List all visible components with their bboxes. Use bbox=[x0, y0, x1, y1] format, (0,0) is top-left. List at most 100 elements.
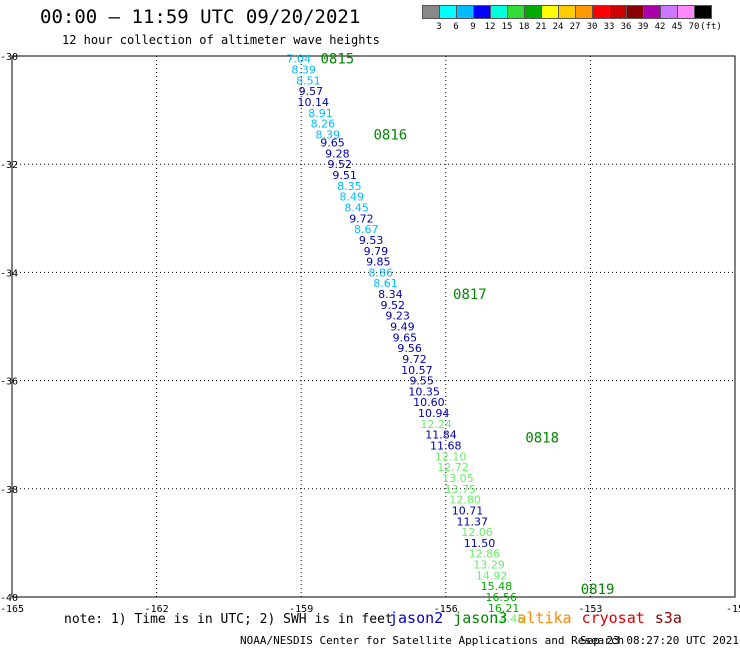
swh-value: 8.91 bbox=[308, 107, 333, 120]
y-tick-label: -40 bbox=[0, 593, 18, 604]
swh-value: 9.56 bbox=[397, 342, 422, 355]
swh-value: 9.65 bbox=[393, 331, 418, 344]
map-frame bbox=[11, 55, 736, 598]
swh-value: 11.37 bbox=[457, 515, 489, 528]
x-tick-label: -159 bbox=[289, 604, 313, 615]
swh-value: 14.92 bbox=[476, 569, 508, 582]
color-scale-label: 21 bbox=[535, 22, 547, 32]
color-scale-bar bbox=[422, 5, 712, 19]
satellite-legend: jason2 jason3 altika cryosat s3a bbox=[389, 609, 692, 627]
satellite-legend-cryosat: cryosat bbox=[581, 609, 645, 627]
swh-value: 8.45 bbox=[344, 201, 369, 214]
issue-timestamp: Sep 23 08:27:20 UTC 2021 bbox=[580, 634, 739, 647]
swh-value: 9.85 bbox=[366, 256, 391, 269]
x-tick-label: -162 bbox=[145, 604, 169, 615]
swh-value: 14.45 bbox=[493, 613, 525, 626]
satellite-legend-altika: altika bbox=[517, 609, 572, 627]
swh-value: 10.71 bbox=[452, 504, 484, 517]
y-tick-label: -36 bbox=[0, 377, 18, 388]
time-label: 0815 bbox=[320, 52, 354, 68]
color-scale-label: 9 bbox=[470, 22, 476, 32]
swh-value: 12.24 bbox=[420, 418, 452, 431]
satellite-legend-s3a: s3a bbox=[654, 609, 682, 627]
color-scale-label: 36 bbox=[620, 22, 632, 32]
swh-value: 9.79 bbox=[364, 245, 389, 258]
swh-value: 11.84 bbox=[425, 429, 457, 442]
time-label: 0819 bbox=[581, 582, 615, 598]
x-tick-label: -15 bbox=[726, 604, 740, 615]
swh-value: 11.50 bbox=[464, 537, 496, 550]
swh-value: 10.60 bbox=[413, 396, 445, 409]
satellite-legend-jason3: jason3 bbox=[453, 609, 508, 627]
swh-value: 16.56 bbox=[485, 591, 517, 604]
time-label: 0817 bbox=[453, 287, 487, 303]
color-scale-label: 24 bbox=[552, 22, 564, 32]
swh-value: 8.35 bbox=[337, 180, 362, 193]
swh-value: 9.49 bbox=[390, 321, 415, 334]
color-swatch bbox=[694, 5, 712, 19]
map-grid bbox=[11, 55, 736, 598]
swh-value: 8.51 bbox=[296, 74, 321, 87]
color-scale-label: 15 bbox=[501, 22, 513, 32]
color-scale-label: 33 bbox=[603, 22, 615, 32]
satellite-legend-jason2: jason2 bbox=[389, 609, 444, 627]
swh-value: 7.04 bbox=[287, 53, 312, 66]
color-scale-label: 45 bbox=[671, 22, 683, 32]
map-title: 00:00 – 11:59 UTC 09/20/2021 bbox=[40, 6, 361, 28]
swh-value: 9.52 bbox=[381, 299, 406, 312]
swh-value: 15.48 bbox=[481, 580, 513, 593]
swh-value: 10.14 bbox=[298, 96, 330, 109]
swh-value: 8.39 bbox=[315, 128, 340, 141]
color-scale-label: 42 bbox=[654, 22, 666, 32]
swh-value: 16.21 bbox=[488, 602, 520, 615]
x-tick-label: -165 bbox=[0, 604, 24, 615]
swh-value: 12.86 bbox=[469, 548, 501, 561]
swh-value: 10.57 bbox=[401, 364, 433, 377]
swh-value: 8.34 bbox=[378, 288, 403, 301]
swh-value: 8.26 bbox=[311, 118, 336, 131]
axis-tick-labels: -165 -162 -159 -156 -153 -15 -30 -32 -34 -36 -38 -4… bbox=[0, 52, 740, 615]
swh-value: 9.52 bbox=[328, 158, 353, 171]
y-tick-label: -38 bbox=[0, 485, 18, 496]
y-tick-label: -32 bbox=[0, 160, 18, 171]
color-scale-label: 6 bbox=[453, 22, 459, 32]
swh-value: 9.72 bbox=[402, 353, 427, 366]
color-scale-label: 12 bbox=[484, 22, 496, 32]
color-scale-label: 3 bbox=[436, 22, 442, 32]
swh-observations: 7.048.398.519.5710.148.918.268.399.659.2… bbox=[287, 53, 525, 626]
swh-value: 8.61 bbox=[373, 277, 398, 290]
swh-value: 10.94 bbox=[418, 407, 450, 420]
color-scale-label: (ft) bbox=[700, 22, 722, 32]
credit-line: NOAA/NESDIS Center for Satellite Applica… bbox=[240, 634, 625, 647]
swh-value: 9.57 bbox=[299, 85, 324, 98]
swh-value: 13.75 bbox=[445, 483, 477, 496]
swh-value: 8.49 bbox=[340, 191, 365, 204]
swh-value: 12.10 bbox=[435, 450, 467, 463]
swh-value: 12.72 bbox=[437, 461, 469, 474]
color-scale-label: 70 bbox=[688, 22, 700, 32]
swh-value: 12.06 bbox=[461, 526, 493, 539]
swh-value: 9.28 bbox=[325, 147, 350, 160]
swh-value: 9.23 bbox=[385, 310, 410, 323]
swh-value: 13.05 bbox=[442, 472, 474, 485]
time-label: 0816 bbox=[374, 127, 408, 143]
map-subtitle: 12 hour collection of altimeter wave hei… bbox=[62, 33, 380, 47]
x-tick-label: -153 bbox=[578, 604, 602, 615]
color-scale-labels: 3 6 9 12 15 18 21 24 27 30 33 36 39 42 45 70 (ft) bbox=[422, 22, 740, 34]
swh-value: 8.67 bbox=[354, 223, 379, 236]
footer-note: note: 1) Time is in UTC; 2) SWH is in fe… bbox=[64, 612, 393, 627]
swh-value: 8.86 bbox=[368, 266, 393, 279]
x-tick-label: -156 bbox=[434, 604, 458, 615]
y-tick-label: -34 bbox=[0, 268, 18, 279]
swh-value: 8.39 bbox=[291, 64, 316, 77]
swh-value: 9.51 bbox=[332, 169, 357, 182]
color-scale-label: 39 bbox=[637, 22, 649, 32]
time-label: 0818 bbox=[525, 430, 559, 446]
time-labels: 0815 0816 0817 0818 0819 bbox=[320, 52, 614, 598]
swh-value: 10.35 bbox=[408, 385, 440, 398]
color-scale-label: 18 bbox=[518, 22, 530, 32]
y-tick-label: -30 bbox=[0, 52, 18, 63]
swh-value: 13.29 bbox=[473, 559, 505, 572]
swh-value: 9.55 bbox=[409, 375, 434, 388]
